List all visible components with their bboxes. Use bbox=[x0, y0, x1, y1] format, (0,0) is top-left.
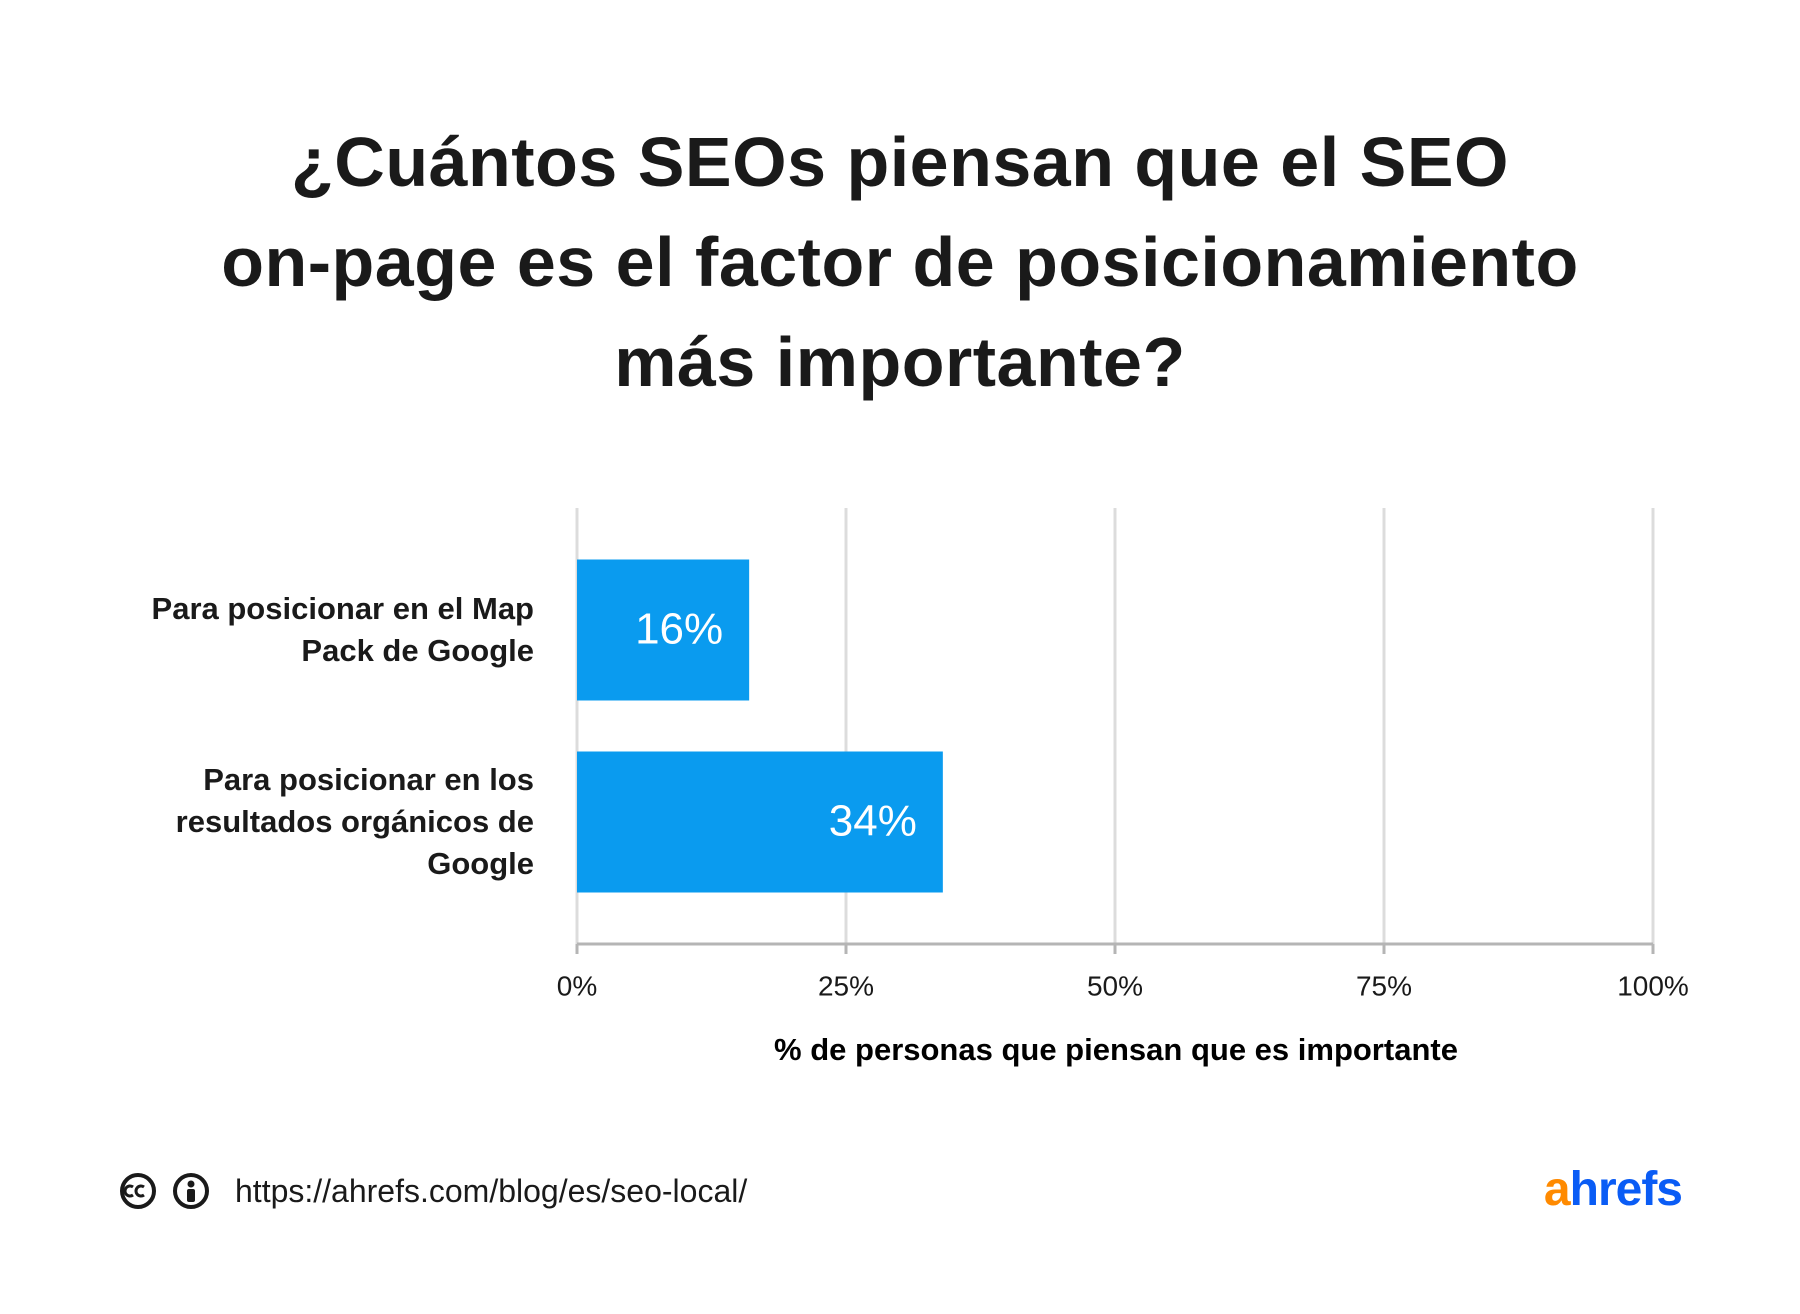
bar bbox=[577, 559, 750, 701]
x-tick-label: 25% bbox=[818, 970, 874, 1001]
x-tick-label: 50% bbox=[1087, 970, 1143, 1001]
value-label: 34% bbox=[829, 797, 917, 846]
value-label: 16% bbox=[635, 605, 723, 654]
x-axis-label: % de personas que piensan que es importa… bbox=[774, 1032, 1458, 1067]
by-icon bbox=[173, 1173, 209, 1209]
logo: ahrefs bbox=[1543, 1163, 1683, 1216]
x-tick-label: 75% bbox=[1356, 970, 1412, 1001]
source-url: https://ahrefs.com/blog/es/seo-local/ bbox=[235, 1173, 748, 1209]
bar bbox=[577, 751, 943, 893]
y-tick-label: Para posicionar en el Map Pack de Google bbox=[151, 591, 534, 668]
title-line: ¿Cuántos SEOs piensan que el SEO bbox=[291, 123, 1509, 201]
title-line: on-page es el factor de posicionamiento bbox=[221, 223, 1579, 301]
y-tick-label: Para posicionar en los resultados orgáni… bbox=[175, 762, 534, 881]
x-tick-label: 0% bbox=[557, 970, 597, 1001]
title-line: más importante? bbox=[614, 323, 1186, 401]
x-tick-label: 100% bbox=[1617, 970, 1689, 1001]
chart-title: ¿Cuántos SEOs piensan que el SEO on-page … bbox=[0, 112, 1800, 412]
cc-icon bbox=[120, 1173, 156, 1209]
